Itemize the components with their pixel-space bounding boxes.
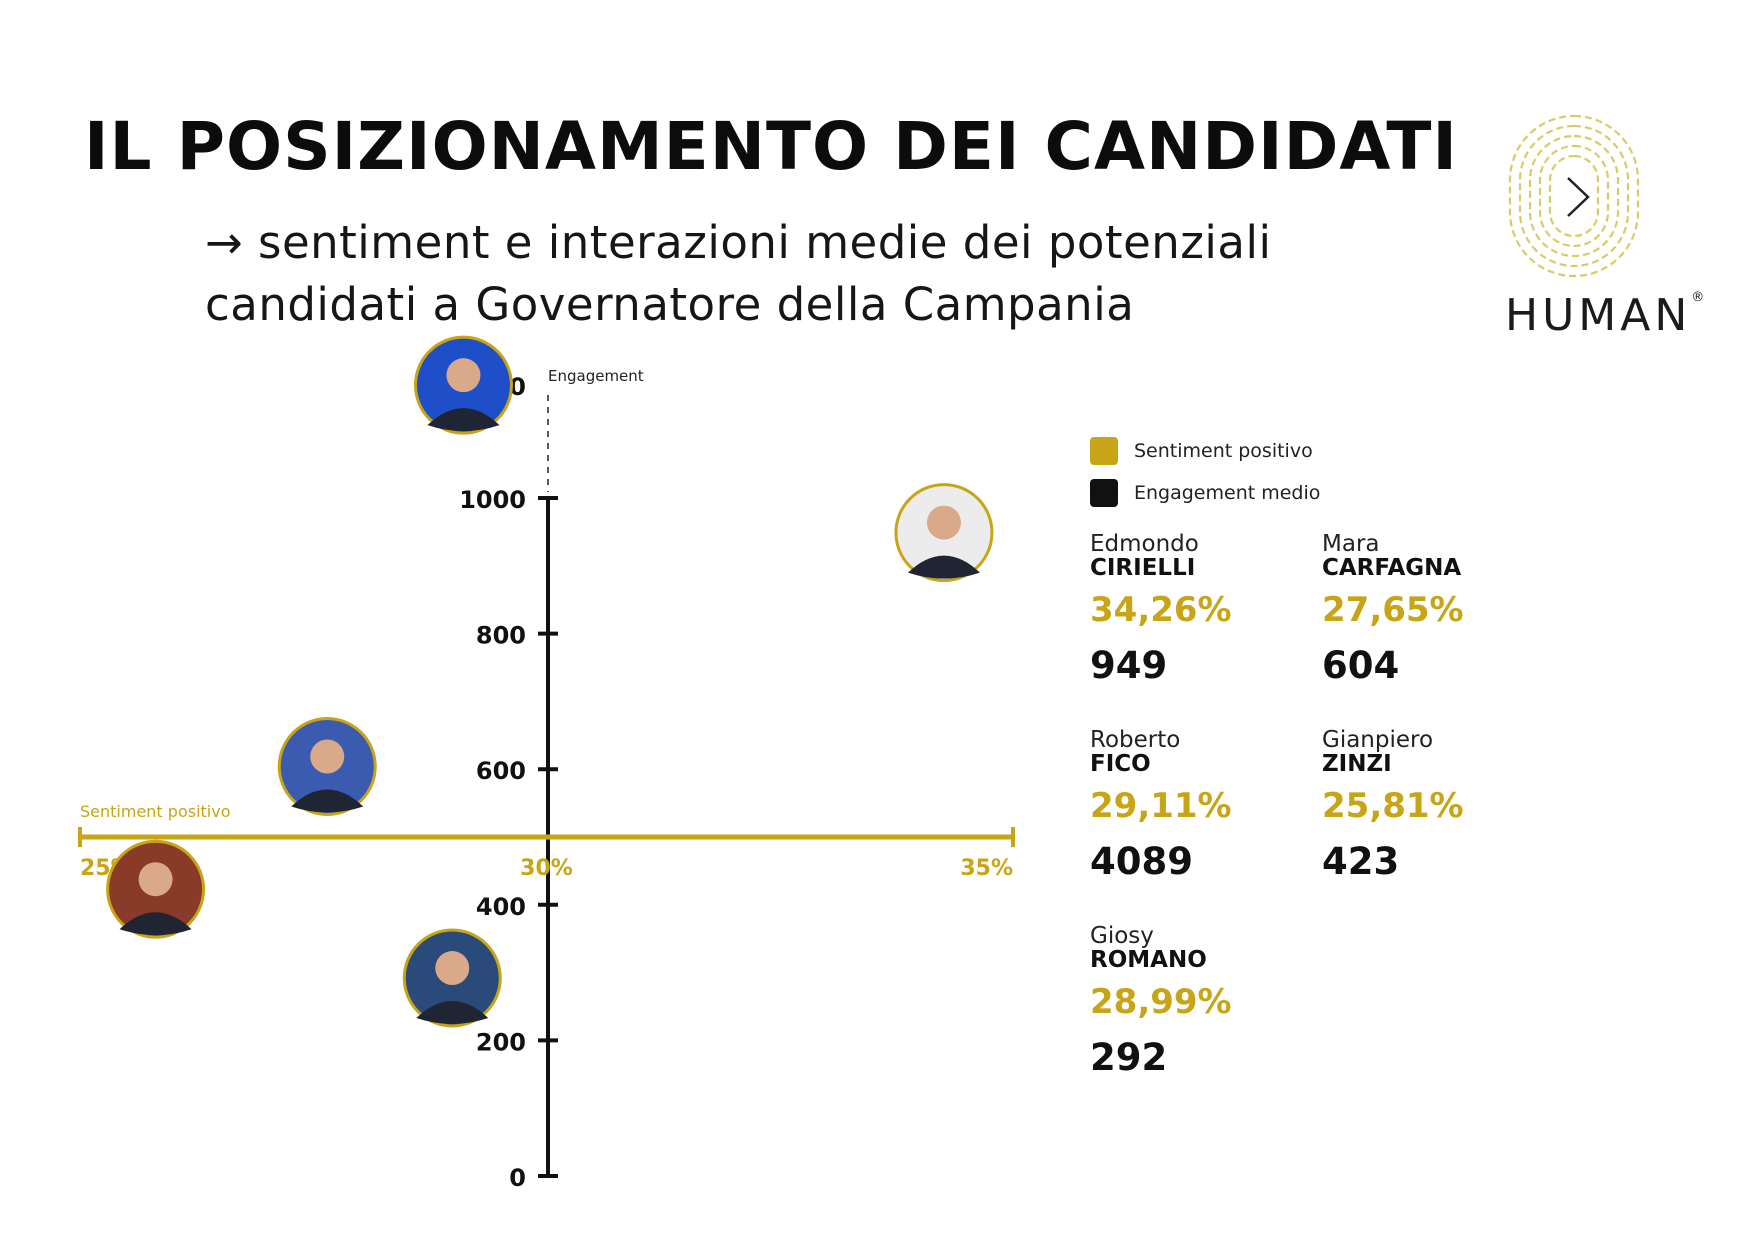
candidate-engagement: 604 <box>1322 644 1400 687</box>
candidate-card-carfagna: Mara CARFAGNA 27,65% 604 <box>1322 532 1542 687</box>
candidate-card-cirielli: Edmondo CIRIELLI 34,26% 949 <box>1090 532 1310 687</box>
legend-swatch-sentiment <box>1090 437 1118 465</box>
legend-swatch-engagement <box>1090 479 1118 507</box>
candidate-card-romano: Giosy ROMANO 28,99% 292 <box>1090 924 1310 1079</box>
scatter-point-2 <box>277 716 377 816</box>
scatter-point-3 <box>413 335 513 435</box>
candidate-last-name: ROMANO <box>1090 947 1207 973</box>
avatar-face <box>435 951 470 986</box>
x-tick-label: 35% <box>960 856 1013 881</box>
y-tick-label: 1000 <box>459 486 526 514</box>
page-subtitle: → sentiment e interazioni medie dei pote… <box>205 216 1272 331</box>
candidate-card-fico: Roberto FICO 29,11% 4089 <box>1090 728 1310 883</box>
candidate-sentiment: 34,26% <box>1090 590 1232 630</box>
avatar-suit <box>427 408 500 432</box>
candidate-last-name: ZINZI <box>1322 751 1392 777</box>
scatter-point-1 <box>894 483 994 583</box>
y-tick-label: 600 <box>476 757 526 785</box>
avatar-suit <box>291 789 364 813</box>
avatar-face <box>138 862 173 897</box>
scatter-point-4 <box>106 839 206 939</box>
candidate-card-zinzi: Gianpiero ZINZI 25,81% 423 <box>1322 728 1542 883</box>
candidate-first-name: Giosy <box>1090 923 1154 949</box>
candidate-engagement: 292 <box>1090 1036 1168 1079</box>
y-tick-label: 800 <box>476 622 526 650</box>
candidate-sentiment: 27,65% <box>1322 590 1464 630</box>
legend-label: Sentiment positivo <box>1134 440 1313 462</box>
avatar-suit <box>416 1001 489 1025</box>
candidate-last-name: CIRIELLI <box>1090 555 1196 581</box>
x-tick-label: 30% <box>520 856 573 881</box>
candidate-engagement: 949 <box>1090 644 1168 687</box>
candidate-last-name: CARFAGNA <box>1322 555 1462 581</box>
candidate-engagement: 423 <box>1322 840 1400 883</box>
y-tick-label: 400 <box>476 893 526 921</box>
avatar-suit <box>907 555 980 579</box>
candidate-first-name: Mara <box>1322 531 1380 557</box>
legend-item-engagement: Engagement medio <box>1090 472 1320 514</box>
candidate-first-name: Edmondo <box>1090 531 1199 557</box>
legend-item-sentiment: Sentiment positivo <box>1090 430 1320 472</box>
candidate-sentiment: 29,11% <box>1090 786 1232 826</box>
candidate-first-name: Gianpiero <box>1322 727 1434 753</box>
legend-label: Engagement medio <box>1134 482 1321 504</box>
y-tick-label: 200 <box>476 1028 526 1056</box>
chart-legend: Sentiment positivo Engagement medio <box>1090 430 1320 514</box>
page-title: IL POSIZIONAMENTO DEI CANDIDATI <box>84 108 1458 185</box>
y-axis-label: Engagement <box>548 367 644 385</box>
scatter-point-5 <box>402 928 502 1028</box>
brand-logo-text: HUMAN® <box>1505 290 1705 341</box>
candidate-sentiment: 25,81% <box>1322 786 1464 826</box>
candidate-first-name: Roberto <box>1090 727 1181 753</box>
candidate-engagement: 4089 <box>1090 840 1193 883</box>
fingerprint-logo-icon <box>1508 114 1640 278</box>
avatar-suit <box>119 912 192 936</box>
candidate-sentiment: 28,99% <box>1090 982 1232 1022</box>
candidate-last-name: FICO <box>1090 751 1151 777</box>
avatar-face <box>310 739 345 774</box>
avatar-face <box>926 505 961 540</box>
avatar-face <box>446 358 481 393</box>
x-axis-label: Sentiment positivo <box>80 802 231 821</box>
y-tick-label: 0 <box>509 1164 526 1192</box>
